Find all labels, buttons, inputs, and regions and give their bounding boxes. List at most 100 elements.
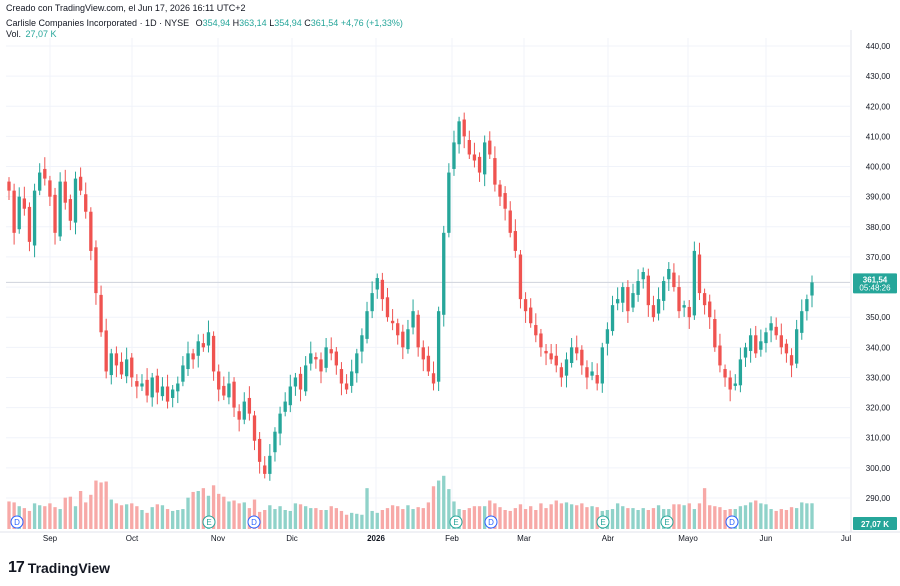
volume-bar [390,505,395,529]
earnings-marker [202,515,216,529]
price-tick-label: 330,00 [866,373,891,382]
time-tick-label: Feb [445,534,459,543]
volume-bar [99,482,103,529]
volume-bar [181,509,185,529]
candle-body [130,357,134,378]
candle-body [636,281,640,295]
dividend-marker [484,515,498,529]
volume-bar [89,494,93,529]
volume-bar [206,495,211,529]
candle-body [222,385,226,396]
candle-body [575,347,579,354]
volume-bar [580,503,584,529]
volume-bar [789,507,794,529]
candle-body [257,438,262,462]
volume-bar [513,508,518,529]
volume-bar [334,508,338,529]
volume-bar [769,509,773,529]
candle-body [774,326,778,336]
candle-body [114,353,119,366]
volume-value: 27,07 K [25,29,57,39]
candle-body [181,365,185,382]
price-tick-label: 290,00 [866,494,891,503]
volume-bar [426,502,431,529]
volume-bar [176,510,180,529]
candle-body [319,359,323,372]
candle-body [794,329,799,364]
candle-body [631,293,635,308]
volume-bar [124,504,129,529]
volume-bar [130,503,134,529]
candles [7,112,814,481]
volume-bar [263,510,267,529]
volume-bar [534,510,538,529]
volume-bar [713,506,717,529]
time-axis[interactable]: Sep Oct Nov Dic 2026 Feb Mar Abr Mayo Jun Jul [43,534,851,543]
volume-bar [529,506,533,529]
candle-body [590,371,594,376]
last-price-badge [853,273,897,294]
candle-body [518,254,523,300]
earnings-marker [449,515,463,529]
volume-bar [774,510,778,529]
volume-bar [784,510,789,529]
candle-body [605,329,610,344]
candle-body [171,389,175,398]
candle-body [457,121,461,145]
price-tick-label: 440,00 [866,42,891,51]
volume-bar [498,507,502,529]
candle-body [600,347,604,384]
candle-body [610,305,615,332]
candle-body [800,311,804,333]
candle-body [426,355,431,372]
candle-body [12,190,16,233]
ohlc-line: Carlisle Companies Incorporated · 1D · N… [6,18,403,29]
volume-bar [283,510,287,529]
price-tick-label: 380,00 [866,223,891,232]
candle-body [329,349,333,354]
volume-bar [324,510,328,529]
volume-bar [462,510,466,529]
dividend-marker [10,515,24,529]
candle-body [508,210,512,233]
candle-body [176,383,180,392]
candle-body [651,305,656,318]
candle-body [150,377,154,398]
price-axis[interactable]: 440,00 430,00 420,00 410,00 400,00 390,00 380,… [853,42,897,530]
candle-body [779,335,783,348]
countdown-label: 05:48:26 [859,283,891,292]
volume-bar [488,500,492,529]
volume-bar [672,504,676,529]
candle-body [211,335,216,372]
candle-body [334,351,338,366]
volume-bar [380,510,385,529]
candle-body [431,373,436,384]
volume-bar [227,501,231,529]
candle-body [165,386,170,402]
candle-body [63,181,67,203]
volume-bar [370,510,374,529]
volume-bar [794,508,799,529]
tradingview-logo[interactable]: 17 TradingView [8,558,110,578]
candle-body [27,206,32,242]
volume-bar [43,506,47,529]
candle-body [687,306,691,318]
volume-bar [779,509,783,529]
volume-bar [12,502,16,529]
symbol-label[interactable]: Carlisle Companies Incorporated · 1D · N… [6,18,190,28]
candle-body [677,287,681,312]
candle-body [252,415,257,441]
volume-bar [626,508,630,529]
candle-body [447,172,451,233]
candle-body [370,293,374,312]
candle-body [421,347,425,360]
volume-bar [615,503,620,529]
time-tick-label: Abr [602,534,615,543]
volume-bar [590,506,594,529]
volume-bar [810,503,814,529]
candle-body [559,367,564,378]
volume-badge [853,517,897,530]
time-tick-label: Jul [841,534,851,543]
candle-body [595,375,599,384]
